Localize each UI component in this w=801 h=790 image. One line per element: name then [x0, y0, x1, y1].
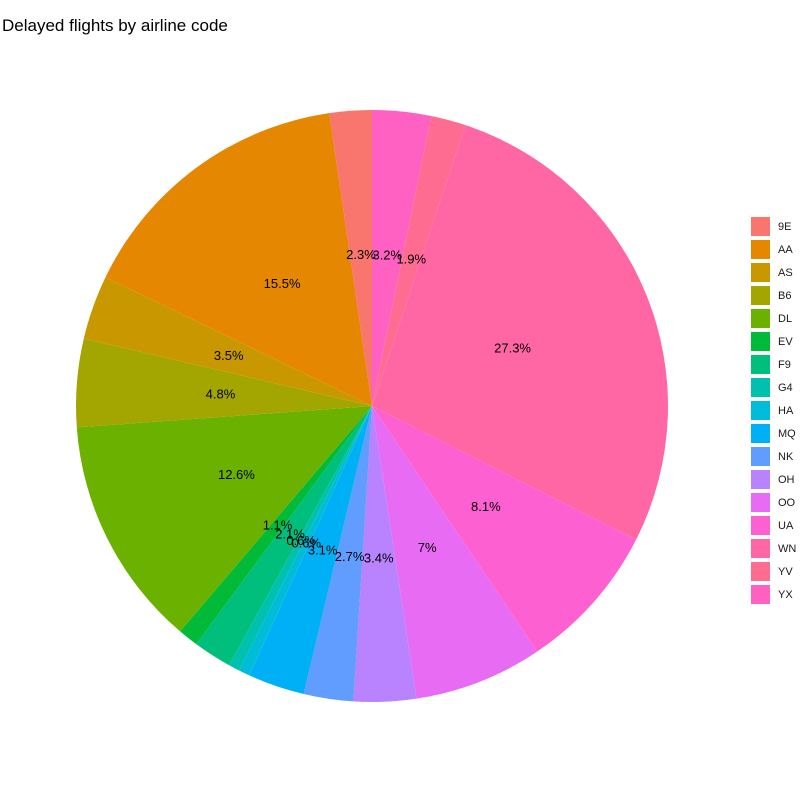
legend-item-dl: DL: [751, 307, 799, 330]
legend-item-ev: EV: [751, 330, 799, 353]
legend-item-yv: YV: [751, 560, 799, 583]
slice-label-wn: 27.3%: [494, 341, 531, 356]
legend-key: [751, 286, 770, 305]
legend: 9E AA AS B6 DL EV F9 G4 HA MQ NK OH OO UA WN YV YX: [751, 215, 799, 606]
pie-slice-yx: [372, 110, 432, 406]
legend-label: EV: [778, 335, 793, 348]
legend-label: 9E: [778, 220, 792, 233]
legend-item-aa: AA: [751, 238, 799, 261]
legend-key: [751, 493, 770, 512]
legend-key: [751, 516, 770, 535]
legend-key: [751, 470, 770, 489]
legend-label: YX: [778, 588, 793, 601]
pie-slice-ev: [180, 406, 372, 645]
legend-key: [751, 424, 770, 443]
legend-item-mq: MQ: [751, 422, 799, 445]
pie-slice-wn: [372, 125, 668, 540]
pie-slice-yv: [372, 115, 466, 407]
pie-slice-9e: [329, 110, 372, 406]
legend-label: OO: [778, 496, 796, 509]
legend-label: AA: [778, 243, 793, 256]
legend-item-wn: WN: [751, 537, 799, 560]
slice-label-f9: 2.1%: [275, 526, 305, 541]
slice-label-oo: 7%: [418, 540, 437, 555]
legend-key: [751, 378, 770, 397]
slice-label-ev: 1.1%: [263, 518, 293, 533]
legend-key: [751, 539, 770, 558]
pie-slice-f9: [196, 406, 372, 666]
legend-item-nk: NK: [751, 445, 799, 468]
legend-label: HA: [778, 404, 794, 417]
legend-label: B6: [778, 289, 792, 302]
legend-item-f9: F9: [751, 353, 799, 376]
slice-label-aa: 15.5%: [264, 276, 301, 291]
legend-label: DL: [778, 312, 793, 325]
pie-slice-oo: [372, 406, 538, 699]
legend-label: OH: [778, 473, 795, 486]
legend-item-oo: OO: [751, 491, 799, 514]
legend-item-ua: UA: [751, 514, 799, 537]
legend-label: AS: [778, 266, 793, 279]
slice-label-oh: 3.4%: [364, 550, 394, 565]
pie-labels: 3.2%1.9%27.3%8.1%7%3.4%2.7%3.1%0.6%0.6%2…: [206, 247, 532, 565]
legend-label: F9: [778, 358, 791, 371]
legend-key: [751, 309, 770, 328]
legend-item-oh: OH: [751, 468, 799, 491]
legend-key: [751, 217, 770, 236]
pie-slice-as: [83, 277, 372, 406]
pie-slice-ua: [372, 406, 637, 652]
pie-slice-mq: [249, 406, 372, 695]
slice-label-yx: 3.2%: [372, 247, 402, 262]
slice-label-b6: 4.8%: [206, 387, 236, 402]
slice-label-mq: 3.1%: [308, 542, 338, 557]
legend-key: [751, 562, 770, 581]
slice-label-as: 3.5%: [214, 348, 244, 363]
slice-label-ha: 0.6%: [291, 536, 321, 551]
slice-label-ua: 8.1%: [471, 499, 501, 514]
legend-label: YV: [778, 565, 793, 578]
pie-slice-b6: [76, 338, 372, 428]
legend-label: UA: [778, 519, 794, 532]
legend-key: [751, 355, 770, 374]
pie-slice-ha: [239, 406, 372, 676]
slice-label-9e: 2.3%: [346, 247, 376, 262]
legend-key: [751, 447, 770, 466]
pie-slice-oh: [353, 406, 417, 702]
slice-label-nk: 2.7%: [335, 549, 365, 564]
legend-key: [751, 332, 770, 351]
pie-slice-nk: [303, 406, 372, 702]
slice-label-g4: 0.6%: [286, 533, 316, 548]
legend-item-b6: B6: [751, 284, 799, 307]
legend-key: [751, 585, 770, 604]
legend-item-yx: YX: [751, 583, 799, 606]
legend-item-9e: 9E: [751, 215, 799, 238]
legend-item-g4: G4: [751, 376, 799, 399]
pie-slice-g4: [229, 406, 372, 671]
legend-item-ha: HA: [751, 399, 799, 422]
legend-key: [751, 240, 770, 259]
pie-slices: [76, 110, 668, 702]
slice-label-yv: 1.9%: [396, 252, 426, 267]
legend-key: [751, 263, 770, 282]
pie-slice-aa: [105, 113, 373, 406]
legend-label: WN: [778, 542, 797, 555]
chart-title: Delayed flights by airline code: [2, 16, 228, 35]
pie-slice-dl: [76, 406, 372, 632]
legend-label: G4: [778, 381, 793, 394]
legend-key: [751, 401, 770, 420]
legend-label: NK: [778, 450, 794, 463]
slice-label-dl: 12.6%: [218, 467, 255, 482]
legend-item-as: AS: [751, 261, 799, 284]
legend-label: MQ: [778, 427, 796, 440]
